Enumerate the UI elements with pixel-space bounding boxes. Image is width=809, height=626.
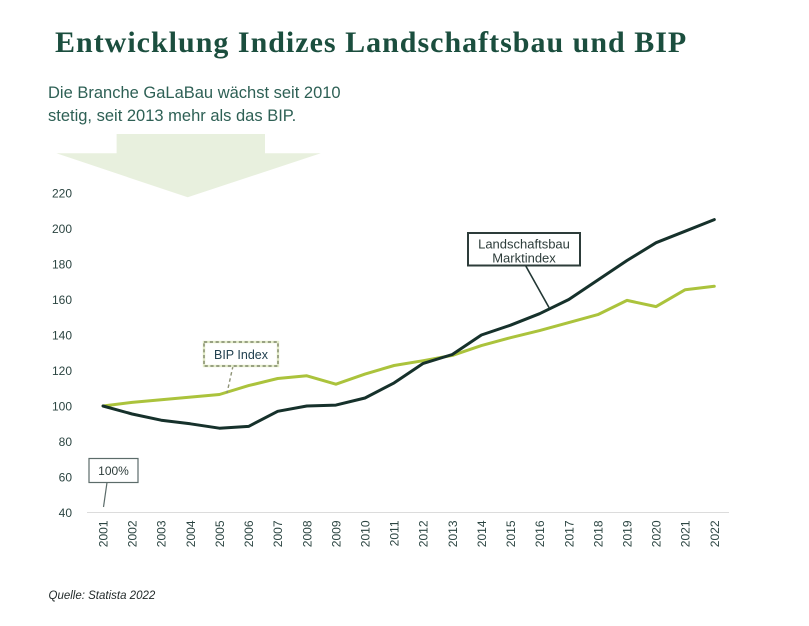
svg-text:2013: 2013 <box>446 520 460 547</box>
svg-text:120: 120 <box>52 364 72 378</box>
svg-text:2005: 2005 <box>213 520 227 547</box>
svg-text:2018: 2018 <box>591 520 605 547</box>
svg-text:2008: 2008 <box>300 520 314 547</box>
svg-text:2020: 2020 <box>650 520 664 547</box>
svg-text:2004: 2004 <box>184 520 198 547</box>
svg-text:100: 100 <box>52 399 72 413</box>
svg-text:Marktindex: Marktindex <box>492 251 556 266</box>
svg-text:2012: 2012 <box>417 520 431 547</box>
svg-text:2002: 2002 <box>126 520 140 547</box>
svg-text:60: 60 <box>59 470 73 484</box>
svg-text:2022: 2022 <box>708 520 722 547</box>
svg-text:2016: 2016 <box>533 520 547 547</box>
svg-text:40: 40 <box>59 506 73 520</box>
svg-text:140: 140 <box>52 328 72 342</box>
svg-text:2007: 2007 <box>271 520 285 547</box>
svg-text:2017: 2017 <box>562 520 576 547</box>
svg-text:200: 200 <box>52 222 72 236</box>
svg-text:160: 160 <box>52 293 72 307</box>
svg-text:2011: 2011 <box>388 520 402 546</box>
svg-text:2001: 2001 <box>97 520 111 547</box>
svg-text:2009: 2009 <box>329 520 343 547</box>
svg-text:80: 80 <box>59 435 73 449</box>
svg-text:2015: 2015 <box>504 520 518 547</box>
svg-text:2006: 2006 <box>242 520 256 547</box>
svg-text:2014: 2014 <box>475 520 489 547</box>
svg-text:180: 180 <box>52 257 72 271</box>
svg-text:220: 220 <box>52 186 72 200</box>
svg-text:2010: 2010 <box>359 520 373 547</box>
svg-text:BIP Index: BIP Index <box>214 348 269 362</box>
svg-text:2003: 2003 <box>155 520 169 547</box>
svg-text:2021: 2021 <box>679 520 693 547</box>
svg-text:2019: 2019 <box>621 520 635 547</box>
svg-text:Landschaftsbau: Landschaftsbau <box>478 237 570 252</box>
svg-text:100%: 100% <box>98 464 129 478</box>
